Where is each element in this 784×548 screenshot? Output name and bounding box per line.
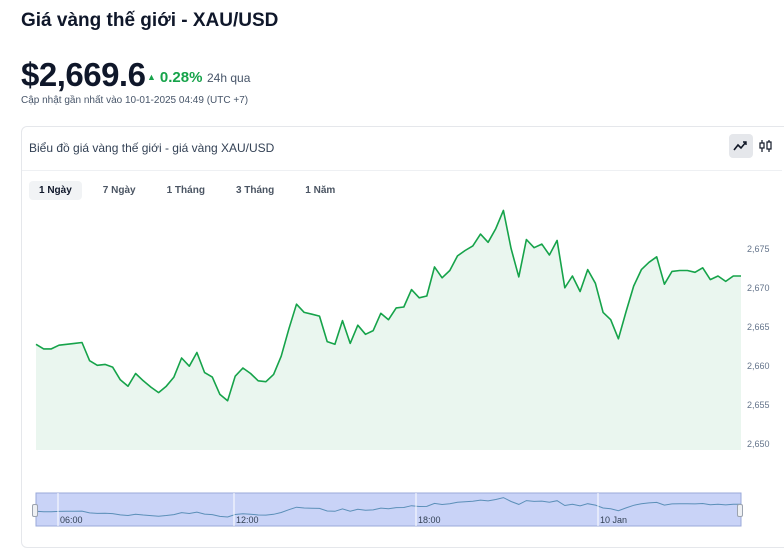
navigator-right-handle[interactable]: [737, 504, 743, 517]
y-tick-label: 2,665: [747, 322, 770, 332]
navigator-line: [35, 497, 741, 518]
tab-3-months[interactable]: 3 Tháng: [235, 185, 275, 196]
change-period: 24h qua: [207, 71, 251, 85]
navigator-tick-label: 18:00: [418, 515, 441, 525]
navigator-left-handle[interactable]: [32, 504, 38, 517]
candlestick-icon: [759, 140, 772, 152]
range-navigator[interactable]: [0, 0, 784, 537]
tab-1-year[interactable]: 1 Năm: [305, 185, 336, 196]
page-title: Giá vàng thế giới - XAU/USD: [21, 10, 279, 31]
tab-7-days[interactable]: 7 Ngày: [102, 185, 136, 196]
up-arrow-icon: ▲: [147, 72, 156, 82]
navigator-selection: [35, 492, 742, 527]
range-tabs: 1 Ngày 7 Ngày 1 Tháng 3 Tháng 1 Năm: [29, 181, 356, 200]
navigator-tick-label: 06:00: [60, 515, 83, 525]
y-tick-label: 2,650: [747, 439, 770, 449]
price-area: [36, 210, 741, 450]
y-tick-label: 2,670: [747, 283, 770, 293]
y-tick-label: 2,655: [747, 400, 770, 410]
line-chart-icon: [733, 141, 747, 151]
tab-1-month[interactable]: 1 Tháng: [166, 185, 205, 196]
line-chart-button[interactable]: [729, 134, 753, 158]
navigator-tick-label: 10 Jan: [600, 515, 628, 525]
candlestick-chart-button[interactable]: [754, 134, 778, 158]
current-price: $2,669.6: [21, 56, 146, 93]
y-tick-label: 2,660: [747, 361, 770, 371]
price-change: ▲ 0.28%: [147, 69, 202, 86]
price-chart[interactable]: [0, 0, 784, 537]
card-divider: [22, 170, 782, 171]
chart-card-title: Biểu đồ giá vàng thế giới - giá vàng XAU…: [29, 141, 275, 155]
y-tick-label: 2,675: [747, 244, 770, 254]
navigator-tick-label: 12:00: [236, 515, 259, 525]
last-updated: Cập nhật gần nhất vào 10-01-2025 04:49 (…: [21, 95, 249, 106]
tab-1-day[interactable]: 1 Ngày: [29, 181, 82, 200]
price-line: [35, 209, 741, 402]
price-change-value: 0.28%: [159, 69, 203, 86]
